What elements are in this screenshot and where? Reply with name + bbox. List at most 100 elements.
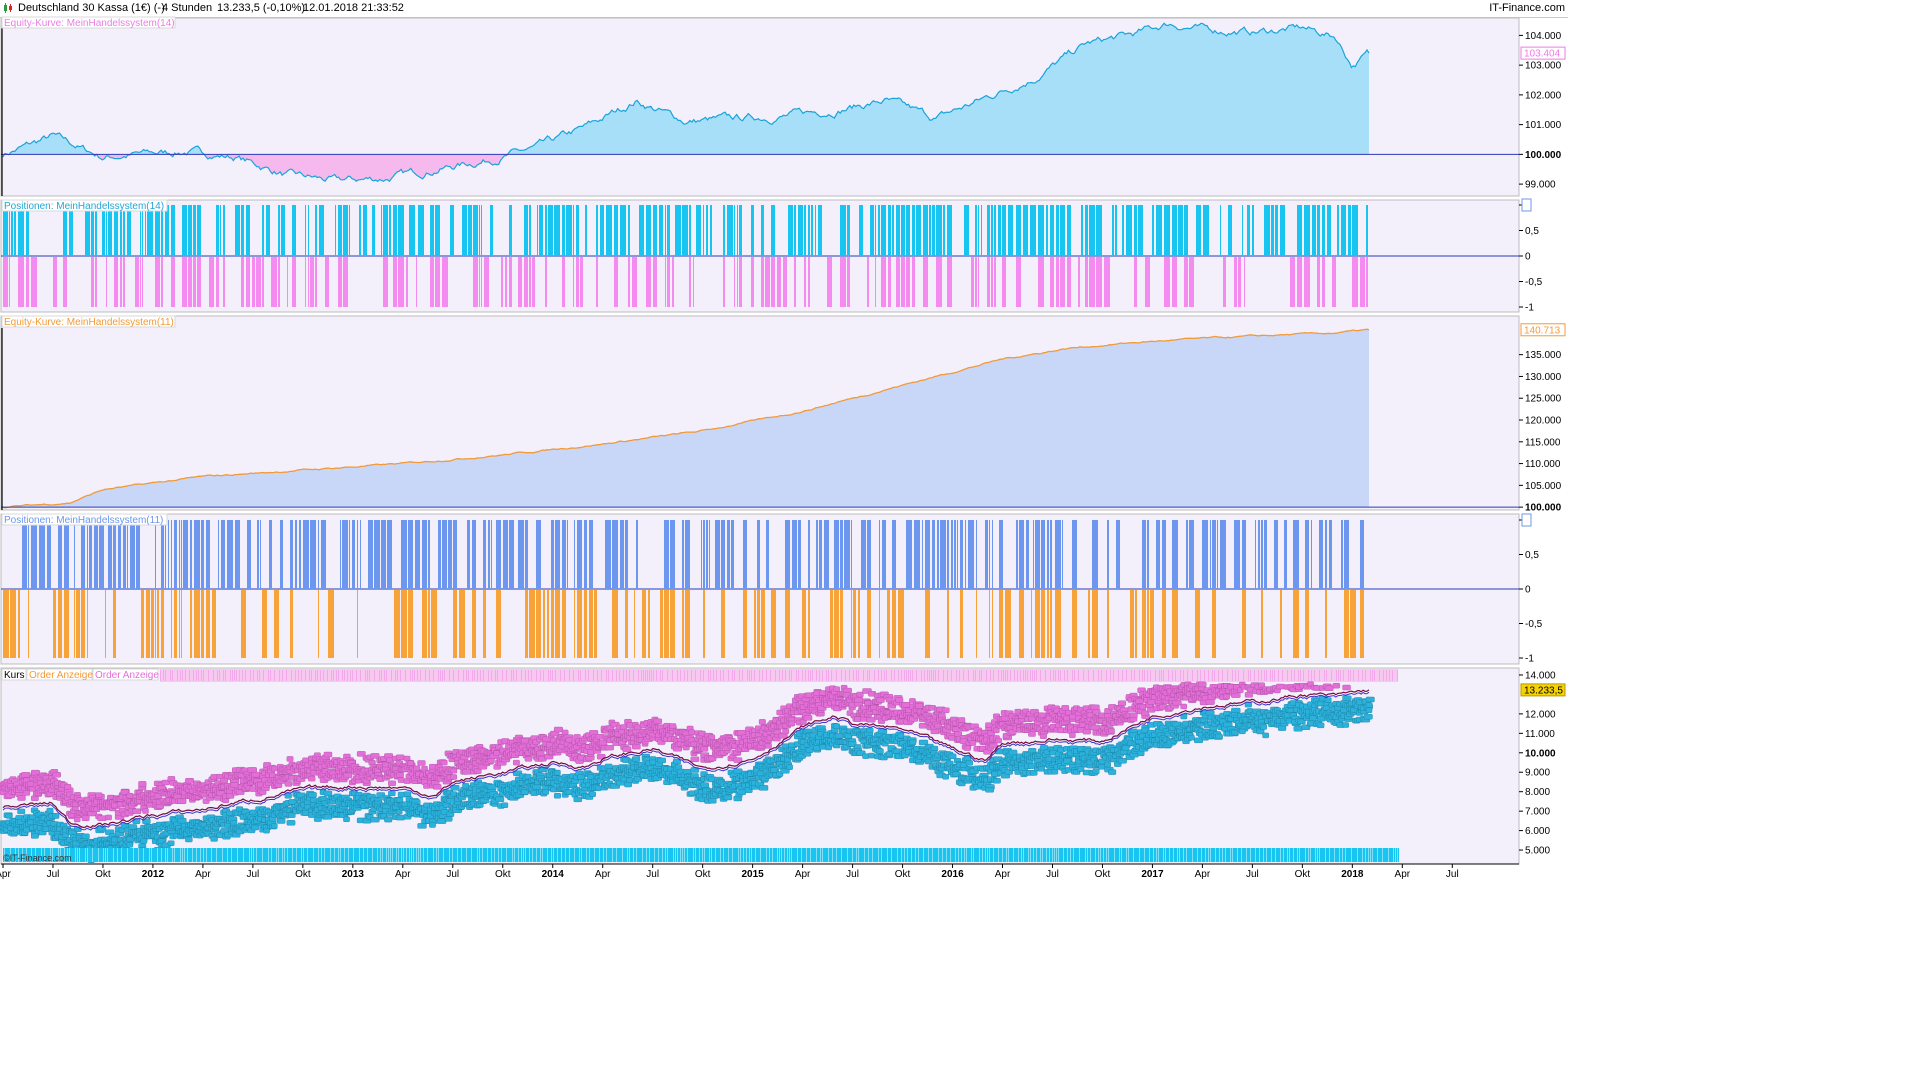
- long-position-bar: [64, 520, 69, 589]
- order-strip-tick: [863, 670, 864, 681]
- long-position-bar: [554, 205, 560, 256]
- order-strip-tick: [1159, 670, 1160, 681]
- order-strip-tick: [653, 670, 654, 681]
- long-position-bar: [448, 520, 452, 589]
- order-strip-tick: [990, 670, 991, 681]
- short-position-bar: [398, 257, 404, 307]
- short-position-bar: [76, 590, 80, 658]
- long-position-bar: [190, 520, 192, 589]
- site-name[interactable]: IT-Finance.com: [1489, 2, 1565, 14]
- long-position-bar: [947, 520, 949, 589]
- long-position-bar: [299, 520, 301, 589]
- short-position-bar: [757, 590, 760, 658]
- y-tick-label: 105.000: [1525, 481, 1562, 492]
- order-strip-tick: [766, 670, 767, 681]
- order-strip-tick: [201, 670, 202, 681]
- long-order-marker: [737, 789, 746, 795]
- chart-window: { "header": { "instrument": "Deutschland…: [0, 0, 1568, 882]
- short-order-marker: [52, 772, 61, 778]
- long-position-bar: [1019, 520, 1024, 589]
- long-order-marker: [577, 774, 585, 780]
- long-position-bar: [1284, 520, 1287, 589]
- timeframe-label[interactable]: 4 Stunden: [162, 2, 213, 14]
- y-tick-label: -1: [1525, 303, 1534, 314]
- title-bar: Deutschland 30 Kassa (1€) (-) 4 Stunden …: [0, 0, 1568, 18]
- order-strip-tick: [700, 670, 701, 681]
- long-position-bar: [123, 205, 125, 256]
- order-strip-tick: [943, 670, 944, 681]
- long-position-bar: [840, 520, 843, 589]
- short-position-bar: [171, 257, 175, 307]
- y-tick-label: 0: [1525, 252, 1531, 263]
- long-position-bar: [387, 520, 392, 589]
- long-position-bar: [721, 520, 725, 589]
- long-position-bar: [798, 520, 801, 589]
- short-position-bar: [278, 257, 280, 307]
- order-strip-tick: [1110, 670, 1111, 681]
- long-position-bar: [11, 205, 13, 256]
- order-strip-tick: [257, 670, 258, 681]
- short-position-bar: [999, 590, 1003, 658]
- order-strip-tick: [1113, 670, 1114, 681]
- order-strip-tick: [513, 670, 514, 681]
- long-position-bar: [28, 520, 29, 589]
- long-position-bar: [612, 520, 618, 589]
- short-position-bar: [562, 257, 565, 307]
- long-position-bar: [1035, 520, 1040, 589]
- long-order-marker: [542, 789, 549, 795]
- short-order-marker: [487, 758, 495, 764]
- long-position-bar: [462, 205, 467, 256]
- y-tick-label: 104.000: [1525, 31, 1562, 42]
- short-position-bar: [206, 590, 210, 658]
- chart-canvas[interactable]: 104.000103.000102.000101.000100.00099.00…: [0, 0, 1568, 882]
- long-order-marker: [897, 732, 905, 739]
- short-order-marker: [308, 775, 316, 782]
- short-order-marker: [111, 802, 118, 809]
- short-order-marker: [963, 745, 971, 751]
- long-position-bar: [1264, 520, 1267, 589]
- long-order-marker: [965, 760, 973, 766]
- long-order-marker: [167, 840, 175, 846]
- long-order-marker: [1117, 758, 1127, 764]
- long-position-bar: [1271, 205, 1274, 256]
- long-order-marker: [930, 745, 939, 752]
- long-position-bar: [479, 205, 480, 256]
- short-position-bar: [383, 257, 388, 307]
- order-strip-tick: [901, 670, 902, 681]
- short-position-bar: [18, 590, 20, 658]
- order-strip-tick: [898, 670, 899, 681]
- long-position-bar: [319, 205, 324, 256]
- long-position-bar: [280, 520, 283, 589]
- order-strip-tick: [1003, 670, 1004, 681]
- order-strip-tick: [608, 670, 609, 681]
- short-position-bar: [114, 257, 118, 307]
- order-strip-tick: [548, 670, 549, 681]
- order-strip-tick: [1274, 670, 1275, 681]
- long-position-bar: [1293, 520, 1299, 589]
- short-order-marker: [854, 697, 864, 703]
- long-position-bar: [1085, 205, 1088, 256]
- long-position-bar: [193, 205, 196, 256]
- short-position-bar: [430, 257, 434, 307]
- short-position-bar: [157, 590, 159, 658]
- short-position-bar: [459, 590, 465, 658]
- long-position-bar: [292, 205, 296, 256]
- short-position-bar: [394, 590, 400, 658]
- short-position-bar: [1344, 590, 1349, 658]
- long-position-bar: [567, 520, 568, 589]
- long-order-marker: [81, 833, 90, 840]
- short-order-marker: [269, 772, 276, 778]
- order-strip-tick: [684, 670, 685, 681]
- short-position-bar: [875, 257, 876, 307]
- long-position-bar: [922, 520, 923, 589]
- long-position-bar: [31, 520, 37, 589]
- long-position-bar: [614, 205, 618, 256]
- order-strip-tick: [1083, 670, 1084, 681]
- instrument-name: Deutschland 30 Kassa (1€) (-): [18, 2, 165, 14]
- short-position-bar: [529, 590, 535, 658]
- position-value-box: [1521, 513, 1532, 527]
- long-position-bar: [368, 520, 373, 589]
- order-strip-tick: [891, 670, 892, 681]
- long-order-marker: [862, 753, 870, 759]
- long-position-bar: [491, 520, 492, 589]
